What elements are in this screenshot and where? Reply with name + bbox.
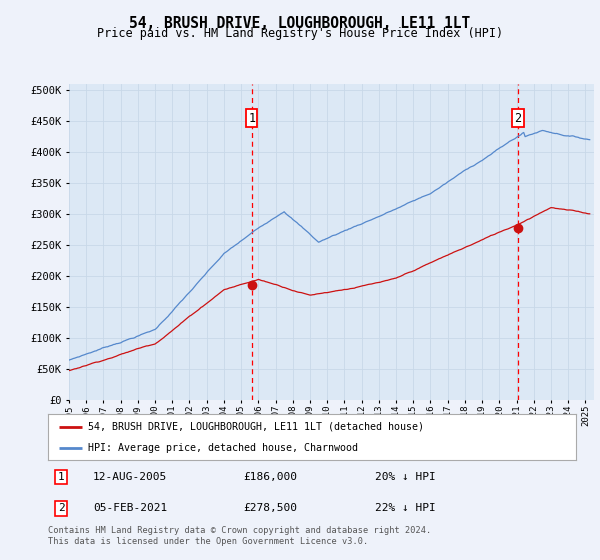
Text: 54, BRUSH DRIVE, LOUGHBOROUGH, LE11 1LT: 54, BRUSH DRIVE, LOUGHBOROUGH, LE11 1LT [130, 16, 470, 31]
Text: 2: 2 [515, 111, 521, 125]
Text: 1: 1 [58, 472, 65, 482]
Text: 22% ↓ HPI: 22% ↓ HPI [376, 503, 436, 514]
Text: 05-FEB-2021: 05-FEB-2021 [93, 503, 167, 514]
Text: 20% ↓ HPI: 20% ↓ HPI [376, 472, 436, 482]
Text: £278,500: £278,500 [244, 503, 298, 514]
Text: Price paid vs. HM Land Registry's House Price Index (HPI): Price paid vs. HM Land Registry's House … [97, 27, 503, 40]
Text: 54, BRUSH DRIVE, LOUGHBOROUGH, LE11 1LT (detached house): 54, BRUSH DRIVE, LOUGHBOROUGH, LE11 1LT … [88, 422, 424, 432]
Text: 2: 2 [58, 503, 65, 514]
Text: HPI: Average price, detached house, Charnwood: HPI: Average price, detached house, Char… [88, 443, 358, 453]
Text: Contains HM Land Registry data © Crown copyright and database right 2024.
This d: Contains HM Land Registry data © Crown c… [48, 526, 431, 546]
Text: £186,000: £186,000 [244, 472, 298, 482]
Text: 1: 1 [248, 111, 256, 125]
Text: 12-AUG-2005: 12-AUG-2005 [93, 472, 167, 482]
